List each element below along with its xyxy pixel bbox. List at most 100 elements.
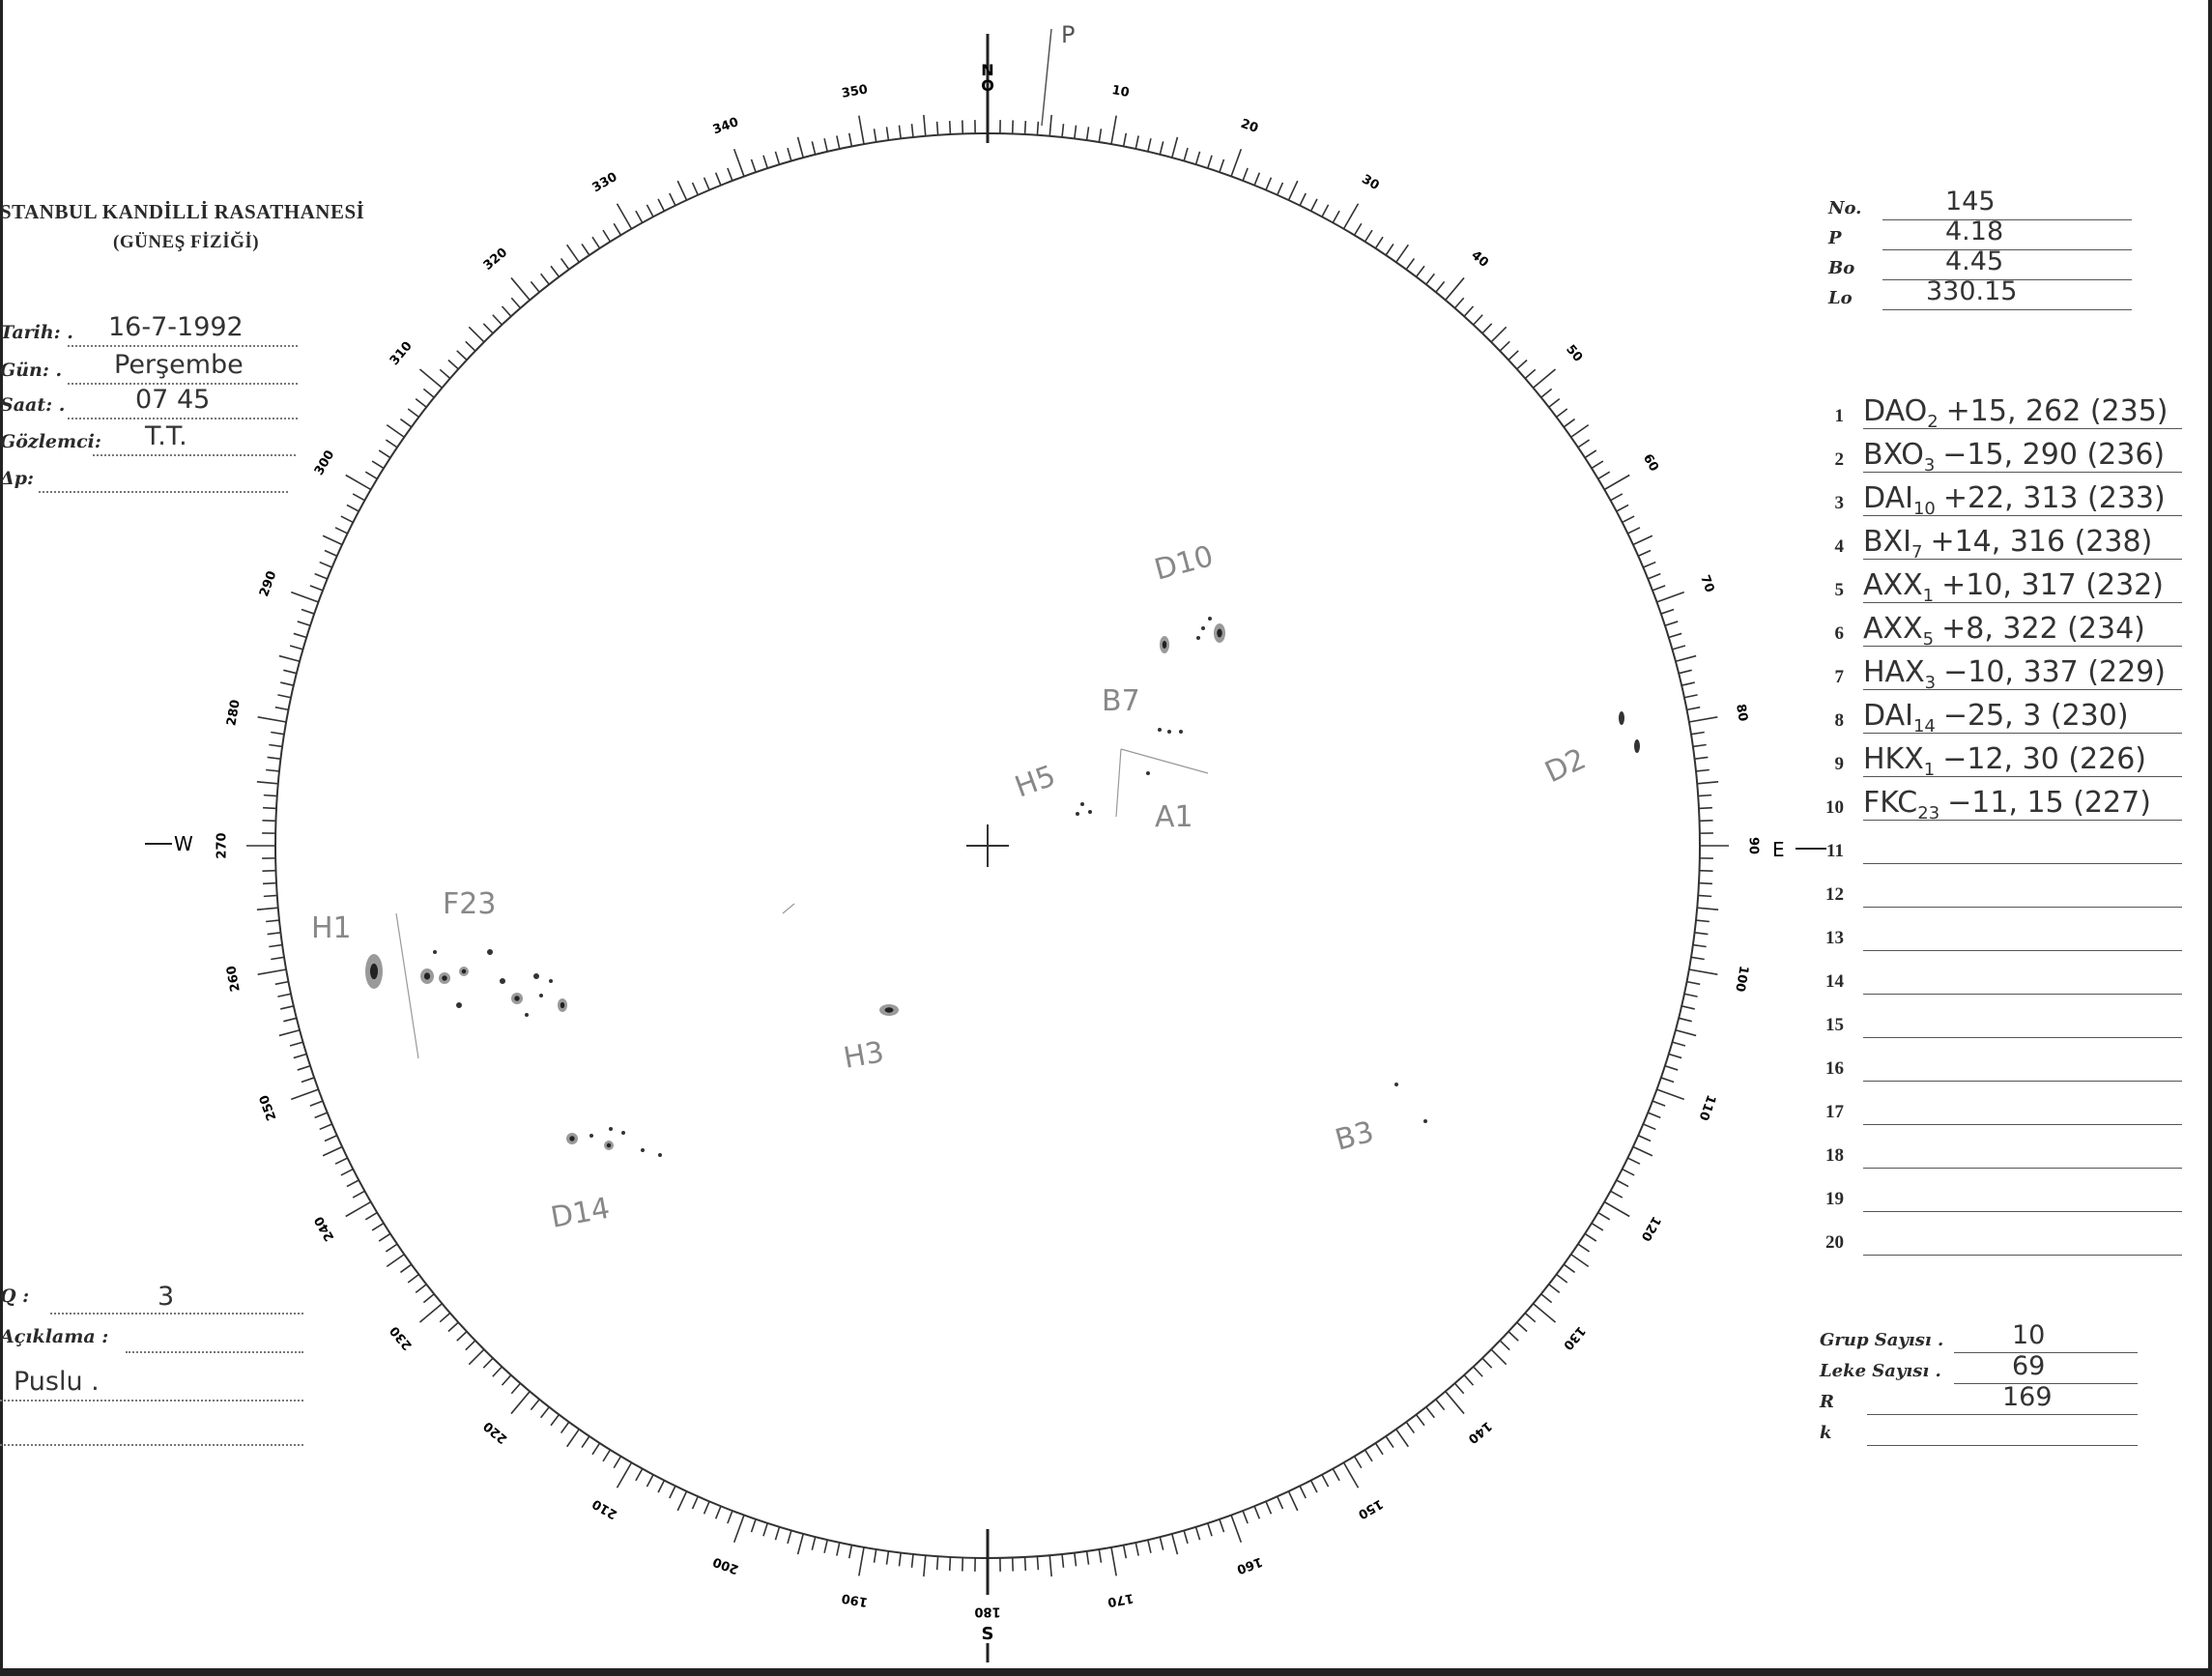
scale-tick — [386, 1254, 405, 1267]
summary-value: 10 — [2012, 1320, 2046, 1350]
scale-tick — [676, 180, 688, 201]
group-row-number: 15 — [1825, 1015, 1844, 1035]
scale-tick — [364, 471, 378, 480]
scale-tick — [1425, 1406, 1435, 1419]
scale-tick — [1159, 141, 1164, 156]
sunspot — [1076, 812, 1079, 816]
scale-tick — [1230, 148, 1243, 177]
scale-tick — [1445, 1391, 1465, 1415]
scale-tick — [762, 1522, 769, 1537]
scale-tick — [796, 1533, 805, 1555]
scale-tick — [1660, 608, 1675, 615]
scale-tick — [262, 881, 277, 885]
scale-tick — [591, 1442, 601, 1456]
scale-tick — [635, 210, 644, 223]
group-entry: BXO3 −15, 290 (236) — [1863, 438, 2165, 476]
scale-tick — [482, 323, 494, 334]
scale-tick — [873, 1548, 877, 1563]
group-entry: AXX5 +8, 322 (234) — [1863, 612, 2145, 650]
sunspot — [1394, 1083, 1398, 1086]
scale-tick — [727, 1510, 733, 1524]
summary-value: 69 — [2012, 1351, 2046, 1381]
summary-line — [1954, 1352, 2138, 1353]
sunspots — [365, 617, 1640, 1157]
scale-tick — [935, 1556, 939, 1571]
group-spot-count: 10 — [1912, 499, 1936, 519]
group-spot-count: 3 — [1924, 673, 1937, 693]
group-row-line — [1863, 1255, 2182, 1256]
summary-line — [1954, 1383, 2138, 1384]
scale-tick — [1110, 1546, 1117, 1576]
field-line — [39, 491, 288, 493]
scale-tick — [1309, 198, 1318, 212]
sketch-line — [1115, 748, 1122, 818]
sunspot-group-label: B3 — [1332, 1115, 1377, 1158]
scale-tick — [378, 1232, 391, 1242]
scale-tick — [733, 148, 745, 177]
group-row-line — [1863, 646, 2182, 647]
scale-tick — [345, 1200, 372, 1218]
scale-tick — [1395, 1429, 1409, 1448]
scale-tick — [1692, 743, 1707, 748]
ephemeris-label: Bo — [1828, 258, 1855, 278]
scale-tick — [1577, 1243, 1591, 1253]
scale-tick — [271, 731, 285, 736]
scale-tick — [1098, 129, 1103, 143]
scale-tick — [269, 743, 283, 748]
group-row-number: 19 — [1825, 1189, 1844, 1209]
scale-tick — [1473, 314, 1483, 326]
scale-tick — [836, 1542, 841, 1556]
group-row-line — [1863, 515, 2182, 516]
ephemeris-line — [1882, 249, 2132, 250]
scale-tick — [257, 968, 287, 975]
scale-tick — [1183, 1530, 1189, 1545]
scale-tick — [1656, 591, 1685, 603]
scale-tick — [1135, 1542, 1139, 1556]
group-row-number: 10 — [1825, 797, 1844, 818]
group-position: +8, 322 (234) — [1941, 612, 2145, 646]
scale-label: 290 — [257, 569, 279, 599]
scale-tick — [1652, 1100, 1666, 1107]
scale-tick — [1206, 155, 1213, 169]
scale-tick — [1683, 694, 1698, 699]
scale-tick — [1652, 585, 1666, 592]
sunspot-group-label: D10 — [1151, 539, 1217, 588]
scale-tick — [283, 669, 298, 675]
scale-tick — [1321, 1474, 1330, 1488]
sunspot — [533, 973, 539, 979]
scale-tick — [1074, 125, 1077, 139]
scale-tick — [465, 1340, 476, 1351]
scale-tick — [750, 1518, 757, 1533]
group-row-line — [1863, 950, 2182, 951]
scale-tick — [1597, 1211, 1611, 1221]
group-row-number: 17 — [1825, 1102, 1844, 1122]
group-spot-count: 23 — [1917, 803, 1940, 824]
scale-tick — [1342, 203, 1360, 230]
scale-tick — [1299, 1486, 1307, 1499]
group-entry: HAX3 −10, 337 (229) — [1863, 655, 2166, 693]
scale-tick — [456, 1331, 468, 1342]
scale-tick — [1061, 1553, 1065, 1568]
q-line — [50, 1313, 303, 1315]
group-entry: BXI7 +14, 316 (238) — [1863, 525, 2152, 563]
scale-tick — [269, 943, 283, 948]
scale-label: 10 — [1110, 83, 1130, 101]
scale-tick — [1660, 1077, 1675, 1084]
scale-tick — [910, 124, 914, 138]
scale-tick — [1074, 1552, 1077, 1567]
scale-tick — [385, 439, 398, 448]
scale-tick — [439, 368, 451, 380]
scale-tick — [1688, 716, 1718, 723]
scale-tick — [309, 585, 324, 592]
group-row-number: 20 — [1825, 1232, 1844, 1253]
sunspot-group-label: H5 — [1011, 759, 1060, 804]
group-row-line — [1863, 1168, 2182, 1169]
scale-tick — [324, 1135, 338, 1142]
scale-tick — [646, 204, 654, 217]
scale-tick — [1342, 1461, 1360, 1488]
group-row-line — [1863, 776, 2182, 777]
scale-tick — [297, 1064, 311, 1071]
scale-tick — [1622, 1168, 1635, 1176]
sunspot — [549, 979, 553, 983]
sunspot-umbra — [1217, 628, 1222, 638]
